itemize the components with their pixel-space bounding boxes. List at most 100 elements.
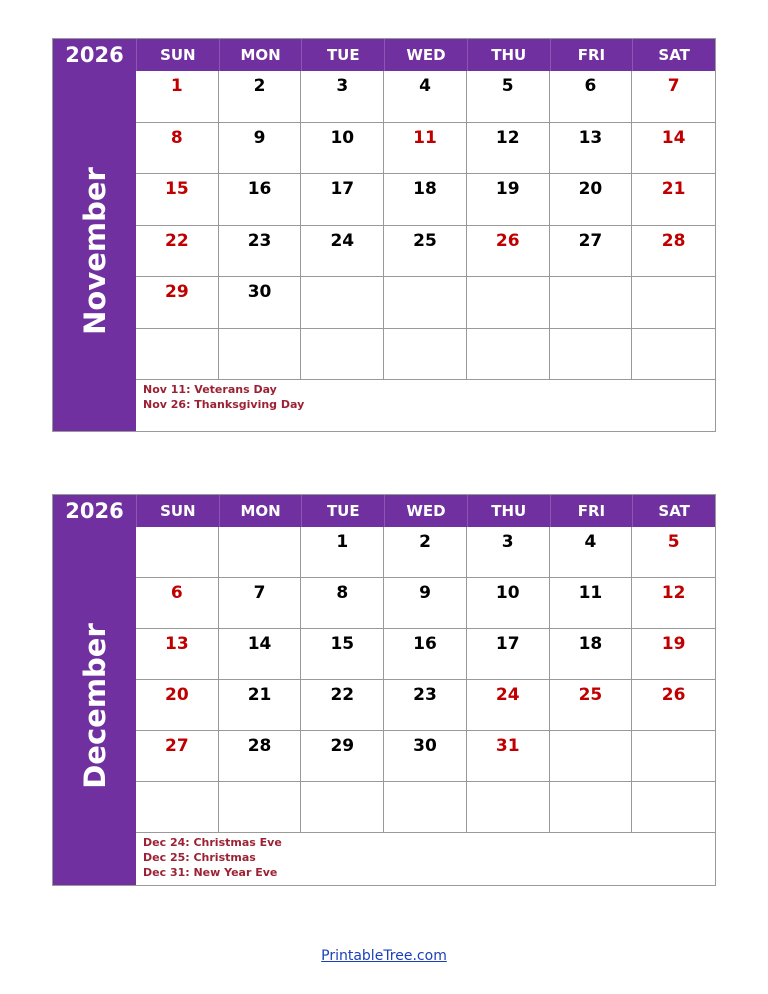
day-cell[interactable]: 8 [136, 122, 219, 174]
day-cell[interactable] [549, 731, 633, 782]
holiday-notes: Dec 24: Christmas Eve Dec 25: Christmas De… [136, 833, 715, 885]
weekday-tue: TUE [302, 39, 386, 71]
day-cell[interactable] [632, 782, 715, 833]
day-cell[interactable] [632, 329, 715, 380]
day-cell[interactable]: 31 [466, 731, 550, 782]
day-cell[interactable]: 2 [384, 527, 467, 578]
day-cell[interactable]: 28 [218, 731, 302, 782]
day-cell[interactable]: 13 [136, 629, 219, 680]
day-cell[interactable]: 16 [218, 174, 302, 226]
day-cell[interactable]: 22 [136, 225, 219, 277]
day-cell[interactable] [549, 277, 633, 329]
day-cell[interactable] [384, 277, 467, 329]
day-cell[interactable]: 29 [301, 731, 385, 782]
day-cell[interactable] [218, 782, 302, 833]
day-cell[interactable] [301, 277, 385, 329]
day-cell[interactable]: 23 [384, 680, 467, 731]
day-cell[interactable]: 10 [301, 122, 385, 174]
day-cell[interactable]: 19 [466, 174, 550, 226]
day-cell[interactable]: 13 [549, 122, 633, 174]
day-cell[interactable]: 28 [632, 226, 715, 277]
holiday-note: Dec 24: Christmas Eve [143, 836, 282, 849]
day-cell[interactable]: 20 [136, 680, 219, 731]
day-cell[interactable]: 4 [384, 71, 467, 123]
day-cell[interactable] [549, 782, 633, 833]
day-grid: 1 2 3 4 5 6 7 8 9 10 11 12 13 14 15 16 17 18 19 20 21 22 23 24 2… [136, 71, 715, 380]
weekday-fri: FRI [551, 495, 634, 527]
day-cell[interactable]: 17 [466, 629, 550, 680]
day-cell[interactable]: 3 [466, 527, 550, 578]
day-cell[interactable] [549, 328, 633, 380]
day-cell[interactable] [384, 328, 467, 380]
day-cell[interactable]: 25 [549, 680, 633, 731]
weekday-mon: MON [220, 495, 303, 527]
day-cell[interactable]: 26 [466, 225, 550, 277]
day-cell[interactable] [384, 782, 467, 833]
weekday-thu: THU [468, 39, 551, 71]
day-cell[interactable]: 12 [466, 122, 550, 174]
day-cell[interactable]: 1 [136, 71, 219, 123]
day-cell[interactable]: 14 [218, 629, 302, 680]
day-cell[interactable]: 15 [136, 174, 219, 226]
day-cell[interactable]: 4 [549, 527, 633, 578]
weekday-mon: MON [220, 39, 303, 71]
day-cell[interactable]: 19 [632, 629, 715, 680]
day-cell[interactable]: 10 [466, 578, 550, 629]
day-cell[interactable]: 9 [218, 122, 302, 174]
day-cell[interactable] [466, 277, 550, 329]
day-cell[interactable]: 14 [632, 123, 715, 174]
day-cell[interactable] [218, 328, 302, 380]
day-cell[interactable]: 27 [549, 225, 633, 277]
day-cell[interactable]: 7 [632, 71, 715, 123]
day-cell[interactable]: 23 [218, 225, 302, 277]
month-label: December [77, 623, 112, 789]
day-cell[interactable]: 27 [136, 731, 219, 782]
day-cell[interactable] [136, 782, 219, 833]
day-cell[interactable]: 11 [549, 578, 633, 629]
day-cell[interactable] [466, 328, 550, 380]
day-cell[interactable]: 2 [218, 71, 302, 123]
day-cell[interactable]: 1 [301, 527, 385, 578]
day-cell[interactable] [218, 527, 302, 578]
day-cell[interactable]: 24 [466, 680, 550, 731]
day-cell[interactable] [632, 277, 715, 329]
day-cell[interactable]: 26 [632, 680, 715, 731]
weekday-fri: FRI [551, 39, 634, 71]
holiday-note: Dec 31: New Year Eve [143, 866, 278, 879]
november-calendar: 2026 SUN MON TUE WED THU FRI SAT November 1 2 3 4 5 6 7… [52, 38, 716, 432]
day-cell[interactable]: 8 [301, 578, 385, 629]
weekday-thu: THU [468, 495, 551, 527]
footer-link[interactable]: PrintableTree.com [321, 948, 447, 964]
day-cell[interactable]: 6 [549, 71, 633, 123]
weekday-sun: SUN [137, 39, 220, 71]
day-cell[interactable]: 15 [301, 629, 385, 680]
day-cell[interactable]: 6 [136, 578, 219, 629]
day-cell[interactable]: 21 [632, 174, 715, 226]
day-cell[interactable] [301, 328, 385, 380]
day-cell[interactable]: 3 [301, 71, 385, 123]
day-cell[interactable]: 24 [301, 225, 385, 277]
day-cell[interactable]: 9 [384, 578, 467, 629]
day-cell[interactable]: 25 [384, 225, 467, 277]
day-cell[interactable]: 17 [301, 174, 385, 226]
day-cell[interactable] [136, 328, 219, 380]
day-cell[interactable]: 18 [549, 629, 633, 680]
day-cell[interactable] [632, 731, 715, 782]
day-cell[interactable]: 5 [466, 71, 550, 123]
day-cell[interactable]: 5 [632, 527, 715, 578]
day-cell[interactable]: 7 [218, 578, 302, 629]
day-cell[interactable]: 22 [301, 680, 385, 731]
weekday-sat: SAT [658, 46, 690, 64]
day-cell[interactable]: 20 [549, 174, 633, 226]
day-cell[interactable] [301, 782, 385, 833]
day-cell[interactable]: 21 [218, 680, 302, 731]
day-cell[interactable]: 12 [632, 578, 715, 629]
day-cell[interactable] [136, 527, 219, 578]
day-cell[interactable]: 30 [218, 277, 302, 329]
day-cell[interactable]: 11 [384, 122, 467, 174]
day-cell[interactable] [466, 782, 550, 833]
day-cell[interactable]: 29 [136, 277, 219, 329]
day-cell[interactable]: 18 [384, 174, 467, 226]
day-cell[interactable]: 16 [384, 629, 467, 680]
day-cell[interactable]: 30 [384, 731, 467, 782]
